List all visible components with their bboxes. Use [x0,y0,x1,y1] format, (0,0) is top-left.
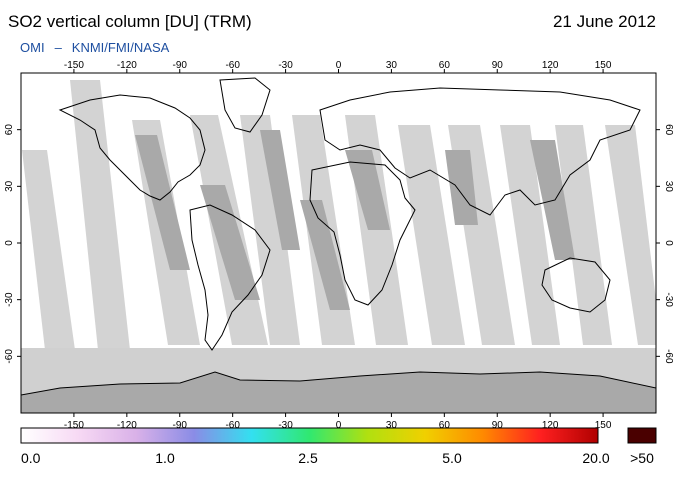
swath-overlap [200,185,260,300]
lat-tick-label: -30 [4,292,15,307]
swath-overlap [530,140,575,260]
lon-tick-label: -120 [117,60,137,71]
lon-tick-label: 90 [492,420,504,431]
swath-gap [240,115,300,345]
lon-tick-label: 0 [336,60,342,71]
credit-separator: – [54,40,62,55]
swath-gap [70,80,130,350]
lon-tick-label: -120 [117,420,137,431]
map-date: 21 June 2012 [552,12,656,31]
africa-coast [309,161,416,306]
lat-tick-label: 0 [4,240,15,246]
swath-overlap [300,200,350,310]
colorbar-label: 2.5 [298,450,318,466]
lon-tick-label: -60 [225,420,240,431]
colorbar-label: 20.0 [582,450,610,466]
lon-tick-label: 60 [439,420,451,431]
colorbar-label: 0.0 [21,450,41,466]
lon-tick-label: 30 [386,420,398,431]
swath-overlap [260,130,300,250]
lat-tick-label: 30 [4,180,15,192]
credit-agencies: KNMI/FMI/NASA [71,40,170,55]
lon-tick-label: 60 [439,60,451,71]
swath-overlap [135,135,190,270]
swath-overlap [345,150,390,230]
lat-tick-label: 0 [663,240,674,246]
lon-ticks-bottom: -150 -120 -90 -60 -30 0 30 60 90 120 150 [64,413,612,431]
lon-tick-label: 150 [595,420,612,431]
lat-ticks-left: 60 30 0 -30 -60 [4,124,21,364]
credit-line: OMI – KNMI/FMI/NASA [20,40,169,55]
antarctica-fill [21,372,656,413]
north-america-coast [58,94,206,201]
swath-gap [398,125,465,345]
lon-tick-label: 0 [336,420,342,431]
coastlines [21,77,656,396]
lon-tick-label: 120 [542,420,559,431]
map-content [21,77,656,413]
colorbar-label: 1.0 [155,450,175,466]
lat-ticks-right: 60 30 0 -30 -60 [656,124,674,364]
colorbar-overflow-label: >50 [630,450,654,466]
lon-tick-label: -90 [173,420,188,431]
lon-tick-label: 150 [595,60,612,71]
lon-tick-label: -150 [64,60,84,71]
swath-gap [605,125,656,345]
lat-tick-label: 30 [663,181,674,193]
lat-tick-label: 60 [663,124,674,136]
colorbar [20,427,599,444]
south-america-coast [189,204,271,351]
colorbar-overflow-swatch [627,427,657,444]
lon-ticks-top: -150 -120 -90 -60 -30 0 30 60 90 120 150 [64,60,612,73]
swath-overlaps [135,130,575,310]
eurasia-coast [319,87,641,216]
swath-gap [22,150,75,350]
lon-tick-label: -30 [278,60,293,71]
lon-tick-label: -90 [173,60,188,71]
lon-tick-label: -60 [225,60,240,71]
lon-tick-label: -30 [278,420,293,431]
antarctica-coast [21,371,656,396]
lon-tick-label: 120 [542,60,559,71]
australia-coast [541,257,611,313]
swath-gap [555,125,612,345]
lon-tick-label: 90 [492,60,504,71]
lon-tick-label: -150 [64,420,84,431]
lat-tick-label: -60 [4,349,15,364]
lat-tick-label: 60 [4,124,15,136]
colorbar-label: 5.0 [442,450,462,466]
map-title: SO2 vertical column [DU] (TRM) [8,12,252,31]
lon-tick-label: 30 [386,60,398,71]
lat-tick-label: -30 [663,292,674,307]
lat-tick-label: -60 [663,349,674,364]
swath-overlap [445,150,478,225]
credit-instrument: OMI [20,40,45,55]
greenland-coast [219,77,271,133]
